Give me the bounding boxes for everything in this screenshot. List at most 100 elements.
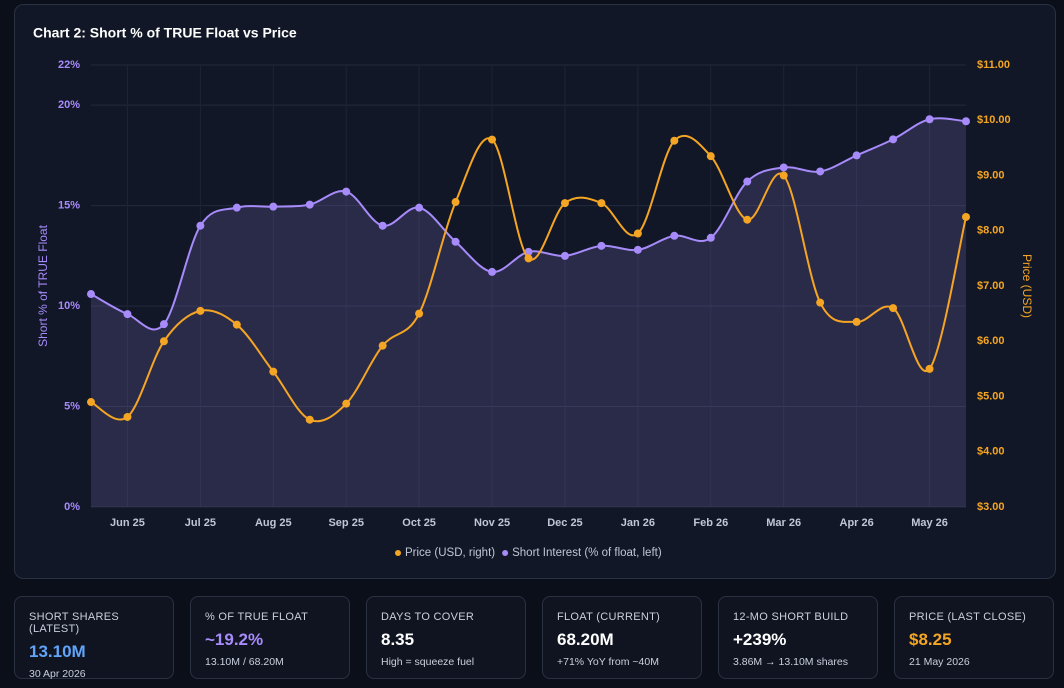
point: [451, 198, 460, 207]
y2-tick-label: $9.00: [977, 169, 1005, 181]
chart: Chart 2: Short % of TRUE Float vs Price …: [14, 4, 1056, 579]
card-value: $8.25: [909, 630, 952, 649]
stat-card: FLOAT (CURRENT) 68.20M +71% YoY from ~40M: [542, 596, 702, 679]
y2-tick-label: $8.00: [977, 225, 1005, 237]
chart-title: Chart 2: Short % of TRUE Float vs Price: [33, 25, 297, 41]
card-value: 13.10M: [29, 642, 86, 661]
point: [633, 245, 642, 254]
point: [488, 135, 497, 144]
y2-tick-label: $4.00: [977, 446, 1005, 458]
point: [196, 306, 205, 315]
point: [597, 199, 606, 208]
stat-card: DAYS TO COVER 8.35 High = squeeze fuel: [366, 596, 526, 679]
point: [706, 152, 715, 161]
card-value: 68.20M: [557, 630, 614, 649]
x-tick-label: Sep 25: [328, 517, 363, 529]
point: [779, 171, 788, 180]
point: [925, 364, 934, 373]
x-tick-label: Dec 25: [547, 517, 582, 529]
point: [889, 304, 898, 313]
point: [87, 398, 95, 407]
card-label: PRICE (LAST CLOSE): [909, 611, 1027, 623]
stat-card: PRICE (LAST CLOSE) $8.25 21 May 2026: [894, 596, 1054, 679]
point: [560, 251, 569, 260]
point: [196, 221, 205, 230]
card-label: SHORT SHARES (LATEST): [29, 611, 119, 635]
area: [91, 118, 966, 507]
y2-tick-label: $11.00: [977, 59, 1010, 71]
x-tick-label: Nov 25: [474, 517, 510, 529]
point: [488, 267, 497, 276]
y2-axis-title: Price (USD): [1020, 254, 1034, 318]
stat-card: % OF TRUE FLOAT ~19.2% 13.10M / 68.20M: [190, 596, 350, 679]
x-tick-label: Jan 26: [621, 517, 655, 529]
point: [232, 320, 241, 329]
card-value: +239%: [733, 630, 787, 649]
point: [560, 199, 569, 208]
point: [852, 317, 861, 326]
point: [925, 115, 934, 124]
y-tick-label: 0%: [64, 501, 80, 513]
card-note: High = squeeze fuel: [381, 656, 475, 668]
card-note: 30 Apr 2026: [29, 668, 86, 680]
legend-marker: [395, 550, 401, 556]
point: [524, 254, 533, 263]
card-note: +71% YoY from ~40M: [557, 656, 659, 668]
line: [90, 134, 967, 423]
point: [378, 341, 387, 350]
point: [670, 136, 679, 145]
point: [706, 233, 715, 242]
legend-label: Price (USD, right): [405, 547, 495, 559]
point: [415, 203, 424, 212]
y2-tick-label: $7.00: [977, 280, 1005, 292]
point: [232, 203, 241, 212]
y-tick-label: 15%: [58, 200, 80, 212]
chart-card: [14, 4, 1056, 579]
card-value: ~19.2%: [205, 630, 264, 649]
x-tick-label: Jul 25: [185, 517, 216, 529]
point: [87, 290, 95, 299]
x-tick-label: Aug 25: [255, 517, 292, 529]
point: [743, 215, 752, 224]
x-tick-label: Jun 25: [110, 517, 145, 529]
point: [633, 229, 642, 238]
point: [342, 187, 351, 196]
y-tick-label: 22%: [58, 59, 80, 71]
y-axis-title: Short % of TRUE Float: [36, 224, 50, 346]
point: [415, 309, 424, 318]
y-tick-label: 10%: [58, 300, 80, 312]
stat-card: 12-MO SHORT BUILD +239% 3.86M → 13.10M sha…: [718, 596, 878, 679]
y-tick-label: 20%: [58, 99, 80, 111]
point: [962, 117, 970, 126]
y2-tick-label: $5.00: [977, 390, 1005, 402]
y-tick-label: 5%: [64, 400, 80, 412]
x-tick-label: Mar 26: [766, 517, 801, 529]
x-tick-label: May 26: [911, 517, 948, 529]
point: [816, 298, 825, 307]
card-label: FLOAT (CURRENT): [557, 611, 661, 623]
point: [342, 399, 351, 408]
y2-tick-label: $10.00: [977, 114, 1011, 126]
point: [597, 241, 606, 250]
point: [852, 151, 861, 160]
stat-card: SHORT SHARES (LATEST) 13.10M 30 Apr 2026: [14, 596, 174, 680]
point: [378, 221, 387, 230]
point: [269, 367, 278, 376]
point: [159, 337, 168, 346]
point: [670, 231, 679, 240]
x-tick-label: Apr 26: [840, 517, 874, 529]
card-note: 13.10M / 68.20M: [205, 656, 284, 668]
point: [159, 320, 168, 329]
card-label: 12-MO SHORT BUILD: [733, 611, 849, 623]
point: [816, 167, 825, 176]
point: [451, 237, 460, 246]
legend-marker: [502, 550, 509, 556]
point: [779, 163, 788, 172]
x-tick-label: Feb 26: [693, 517, 728, 529]
point: [743, 177, 752, 186]
point: [305, 415, 314, 424]
card-label: DAYS TO COVER: [381, 611, 475, 623]
card-label: % OF TRUE FLOAT: [205, 611, 309, 623]
point: [123, 412, 132, 421]
